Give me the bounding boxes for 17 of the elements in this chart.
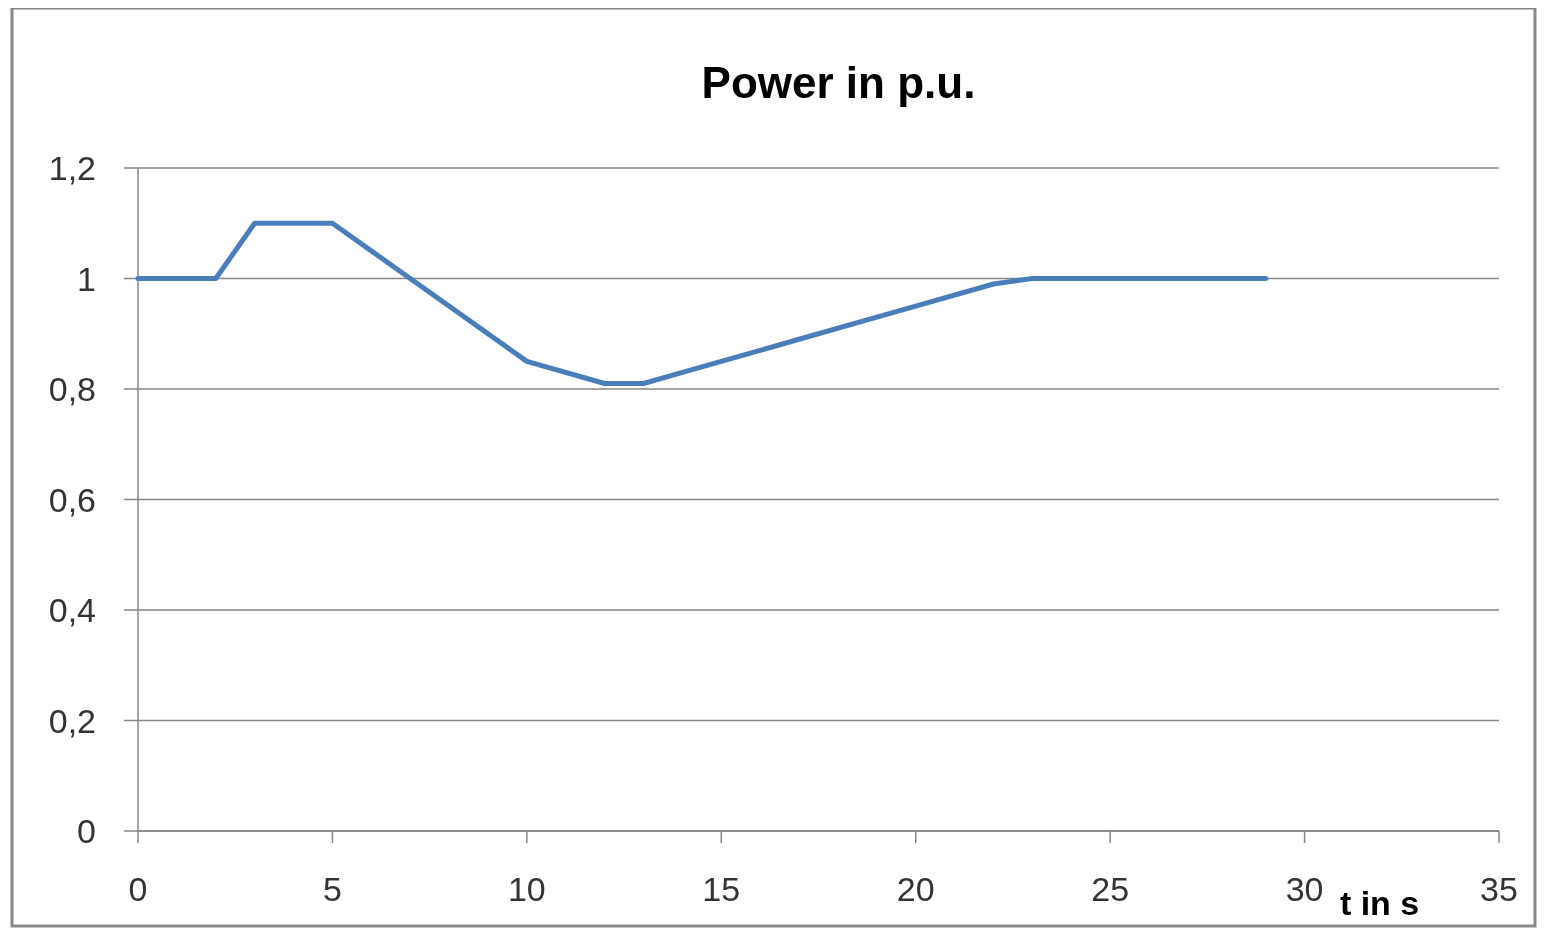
chart-title: Power in p.u. bbox=[701, 58, 976, 107]
y-tick-label: 1 bbox=[77, 259, 96, 298]
y-tick-label: 0,6 bbox=[48, 480, 96, 519]
y-tick-label: 0 bbox=[77, 812, 96, 850]
x-axis-title: t in s bbox=[1339, 884, 1420, 922]
x-tick-label: 30 bbox=[1285, 870, 1324, 908]
y-tick-label: 0,4 bbox=[48, 591, 96, 629]
x-tick-label: 10 bbox=[507, 870, 546, 908]
y-tick-label: 0,8 bbox=[48, 370, 96, 408]
y-tick-label: 1,2 bbox=[48, 149, 96, 187]
x-tick-label: 5 bbox=[322, 870, 342, 908]
x-tick-label: 35 bbox=[1480, 870, 1518, 908]
x-tick-label: 25 bbox=[1091, 870, 1130, 908]
y-tick-label: 0,2 bbox=[48, 701, 96, 740]
x-tick-label: 0 bbox=[128, 870, 148, 908]
x-tick-label: 20 bbox=[896, 870, 935, 908]
x-tick-label: 15 bbox=[702, 870, 741, 908]
